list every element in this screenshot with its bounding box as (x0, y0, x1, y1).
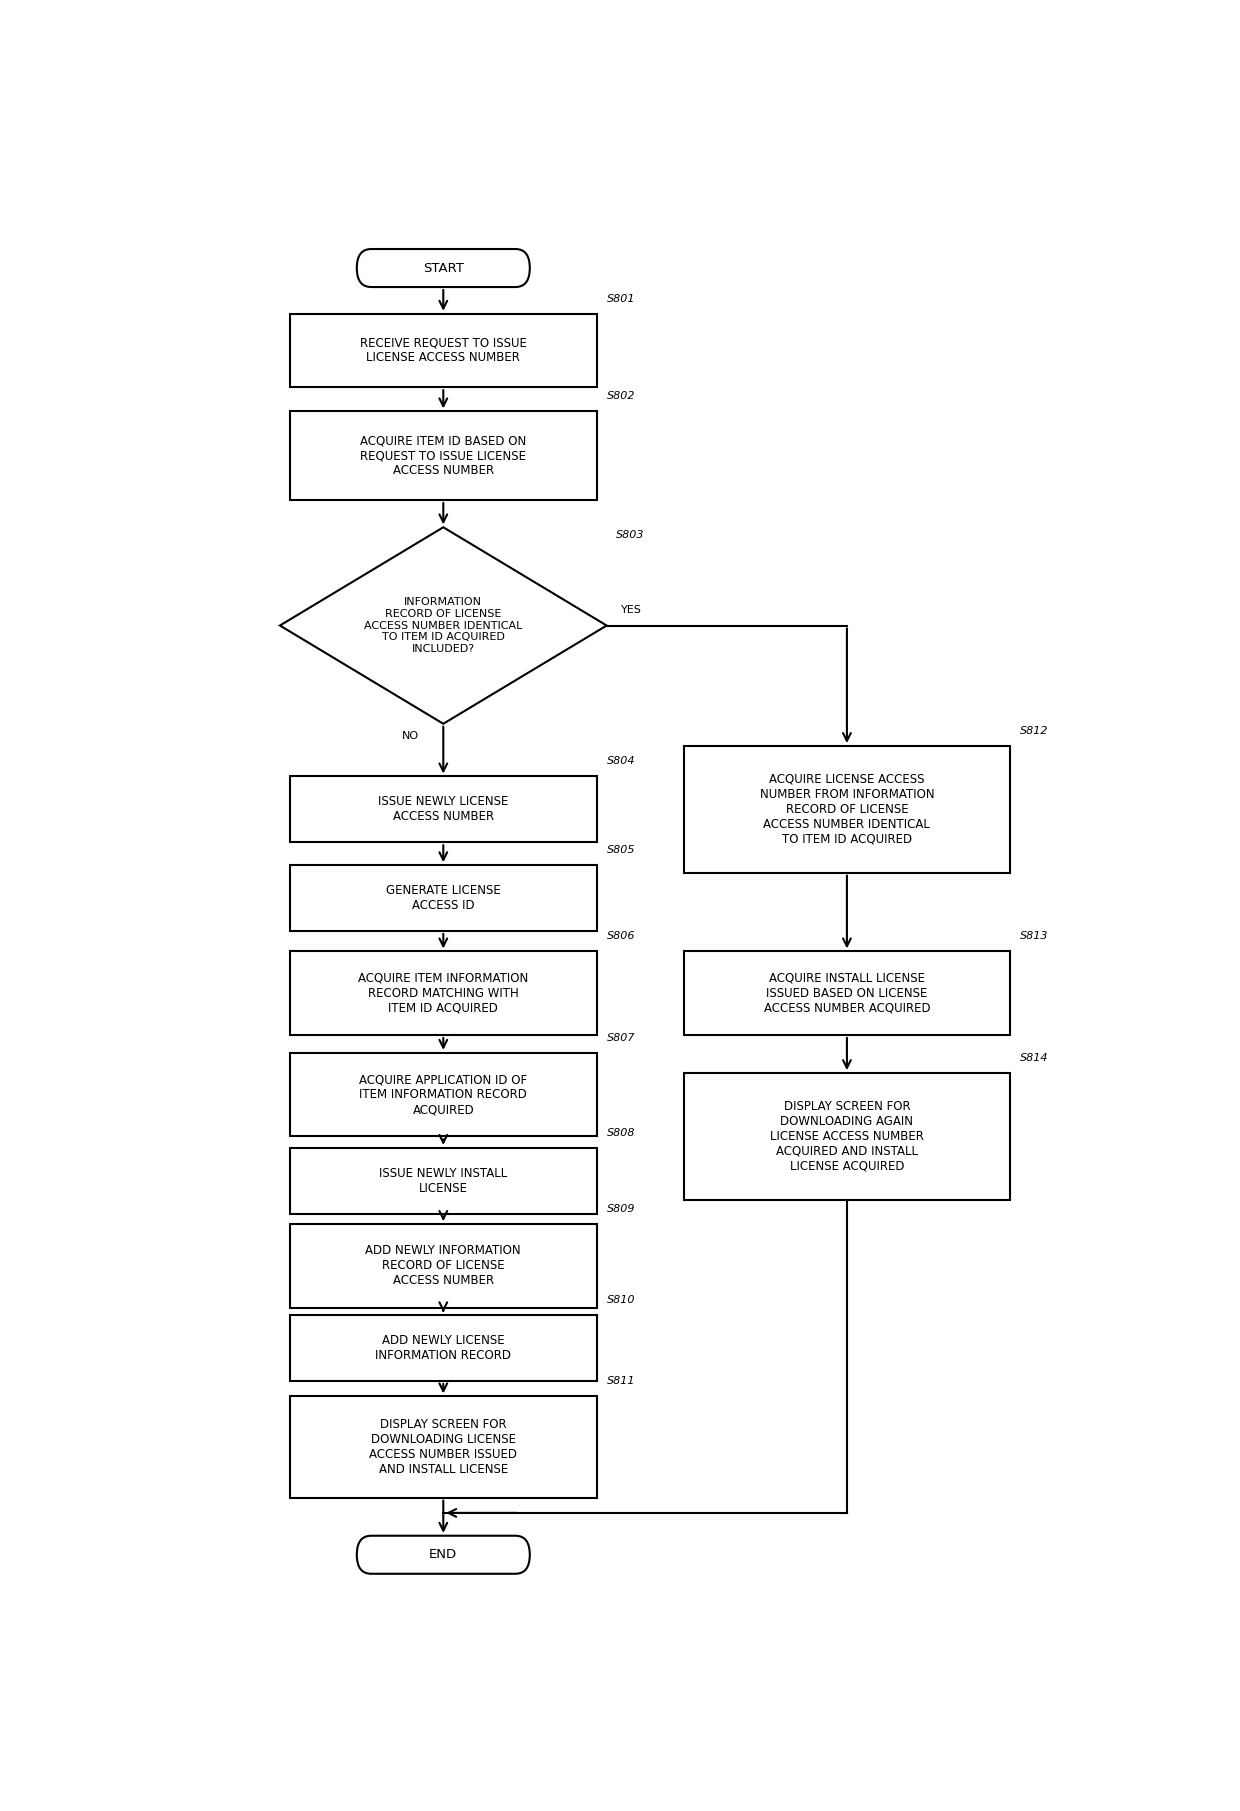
Text: END: END (429, 1548, 458, 1561)
Bar (289, 951, 596, 1034)
Text: S812: S812 (1019, 726, 1048, 735)
Text: S811: S811 (606, 1376, 635, 1385)
Text: ISSUE NEWLY LICENSE
ACCESS NUMBER: ISSUE NEWLY LICENSE ACCESS NUMBER (378, 795, 508, 824)
FancyBboxPatch shape (357, 248, 529, 286)
Text: S814: S814 (1019, 1052, 1048, 1063)
Text: S807: S807 (606, 1032, 635, 1043)
Bar (289, 1396, 596, 1498)
Text: S803: S803 (616, 531, 645, 540)
Bar (289, 866, 596, 931)
Text: S804: S804 (606, 757, 635, 766)
Text: DISPLAY SCREEN FOR
DOWNLOADING AGAIN
LICENSE ACCESS NUMBER
ACQUIRED AND INSTALL
: DISPLAY SCREEN FOR DOWNLOADING AGAIN LIC… (770, 1099, 924, 1174)
Bar (289, 777, 596, 842)
Text: ACQUIRE ITEM ID BASED ON
REQUEST TO ISSUE LICENSE
ACCESS NUMBER: ACQUIRE ITEM ID BASED ON REQUEST TO ISSU… (360, 435, 527, 476)
Bar (289, 411, 596, 500)
Text: NO: NO (402, 732, 419, 741)
Text: ACQUIRE INSTALL LICENSE
ISSUED BASED ON LICENSE
ACCESS NUMBER ACQUIRED: ACQUIRE INSTALL LICENSE ISSUED BASED ON … (764, 973, 930, 1014)
Bar (289, 313, 596, 388)
Text: S801: S801 (606, 293, 635, 304)
Text: S809: S809 (606, 1204, 635, 1213)
Bar (289, 1148, 596, 1213)
Text: ACQUIRE APPLICATION ID OF
ITEM INFORMATION RECORD
ACQUIRED: ACQUIRE APPLICATION ID OF ITEM INFORMATI… (360, 1074, 527, 1116)
Text: S810: S810 (606, 1295, 635, 1306)
Text: ISSUE NEWLY INSTALL
LICENSE: ISSUE NEWLY INSTALL LICENSE (379, 1166, 507, 1195)
Bar (683, 1072, 1011, 1199)
Text: ACQUIRE ITEM INFORMATION
RECORD MATCHING WITH
ITEM ID ACQUIRED: ACQUIRE ITEM INFORMATION RECORD MATCHING… (358, 973, 528, 1014)
Text: DISPLAY SCREEN FOR
DOWNLOADING LICENSE
ACCESS NUMBER ISSUED
AND INSTALL LICENSE: DISPLAY SCREEN FOR DOWNLOADING LICENSE A… (370, 1418, 517, 1476)
Text: ADD NEWLY LICENSE
INFORMATION RECORD: ADD NEWLY LICENSE INFORMATION RECORD (376, 1335, 511, 1362)
Bar (683, 746, 1011, 873)
Text: INFORMATION
RECORD OF LICENSE
ACCESS NUMBER IDENTICAL
TO ITEM ID ACQUIRED
INCLUD: INFORMATION RECORD OF LICENSE ACCESS NUM… (365, 598, 522, 654)
Polygon shape (280, 527, 606, 724)
Text: RECEIVE REQUEST TO ISSUE
LICENSE ACCESS NUMBER: RECEIVE REQUEST TO ISSUE LICENSE ACCESS … (360, 337, 527, 364)
FancyBboxPatch shape (357, 1536, 529, 1574)
Text: S808: S808 (606, 1128, 635, 1137)
Text: S802: S802 (606, 391, 635, 400)
Text: S805: S805 (606, 846, 635, 855)
Text: ADD NEWLY INFORMATION
RECORD OF LICENSE
ACCESS NUMBER: ADD NEWLY INFORMATION RECORD OF LICENSE … (366, 1244, 521, 1288)
Text: ACQUIRE LICENSE ACCESS
NUMBER FROM INFORMATION
RECORD OF LICENSE
ACCESS NUMBER I: ACQUIRE LICENSE ACCESS NUMBER FROM INFOR… (760, 773, 934, 846)
Bar (683, 951, 1011, 1034)
Bar (289, 1224, 596, 1308)
Text: S806: S806 (606, 931, 635, 942)
Bar (289, 1052, 596, 1137)
Bar (289, 1315, 596, 1382)
Text: START: START (423, 261, 464, 275)
Text: S813: S813 (1019, 931, 1048, 942)
Text: GENERATE LICENSE
ACCESS ID: GENERATE LICENSE ACCESS ID (386, 884, 501, 913)
Text: YES: YES (621, 605, 642, 616)
